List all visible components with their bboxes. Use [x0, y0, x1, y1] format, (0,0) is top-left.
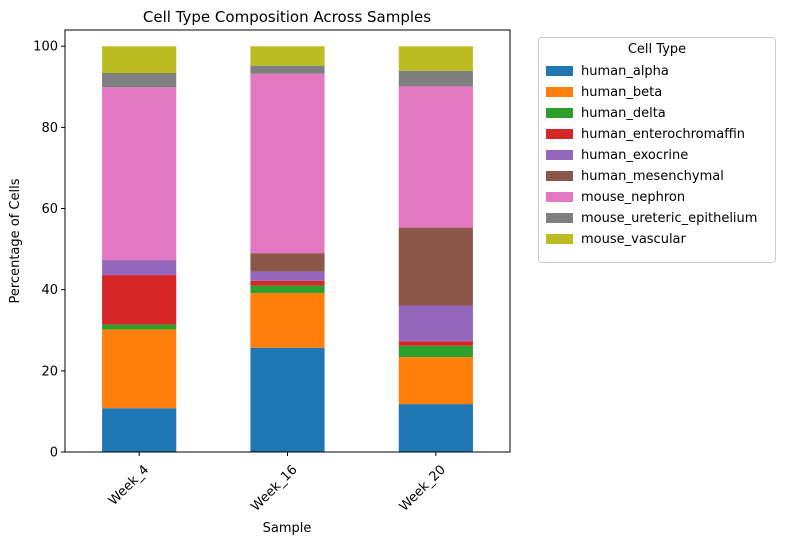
- bar-segment-mouse-nephron-week-20: [398, 86, 473, 228]
- bar-segment-human-alpha-week-16: [250, 347, 325, 452]
- legend-item-human-exocrine: human_exocrine: [546, 145, 688, 165]
- legend-item-human-beta: human_beta: [546, 82, 662, 102]
- legend-label: human_mesenchymal: [581, 168, 724, 184]
- x-tick-label: Week_4: [106, 462, 152, 508]
- legend-label: mouse_vascular: [581, 231, 686, 247]
- bar-segment-human-exocrine-week-16: [250, 271, 325, 281]
- y-tick-label: 100: [33, 40, 58, 55]
- legend-swatch: [546, 192, 573, 202]
- legend-swatch: [546, 66, 573, 76]
- bar-segment-mouse-nephron-week-16: [250, 73, 325, 254]
- bars-group: [102, 46, 473, 452]
- legend-title: Cell Type: [627, 42, 687, 57]
- legend-label: human_alpha: [581, 63, 669, 79]
- legend-item-human-enterochromaffin: human_enterochromaffin: [546, 124, 745, 144]
- bar-segment-human-enterochromaffin-week-16: [250, 280, 325, 286]
- bar-segment-human-exocrine-week-4: [102, 260, 177, 276]
- bar-segment-mouse-vascular-week-16: [250, 46, 325, 66]
- x-tick-label: Week_20: [397, 462, 449, 514]
- bar-segment-mouse-ureteric-epithelium-week-16: [250, 65, 325, 74]
- bar-segment-human-beta-week-20: [398, 357, 473, 405]
- legend: Cell Type human_alpha human_beta human_del…: [538, 37, 776, 263]
- legend-label: human_exocrine: [581, 147, 689, 163]
- chart-title: Cell Type Composition Across Samples: [143, 8, 431, 26]
- bar-segment-human-beta-week-16: [250, 292, 325, 348]
- y-tick-label: 0: [50, 446, 58, 461]
- bar-segment-human-delta-week-20: [398, 345, 473, 358]
- bar-segment-human-enterochromaffin-week-20: [398, 341, 473, 346]
- x-tick-label: Week_16: [248, 462, 300, 514]
- y-tick-label: 20: [41, 364, 58, 379]
- y-axis-label: Percentage of Cells: [8, 178, 23, 303]
- legend-label: human_enterochromaffin: [581, 126, 746, 142]
- legend-swatch: [546, 213, 573, 223]
- legend-swatch: [546, 234, 573, 244]
- legend-item-human-mesenchymal: human_mesenchymal: [546, 166, 724, 186]
- bar-segment-mouse-vascular-week-4: [102, 46, 177, 74]
- bar-segment-mouse-ureteric-epithelium-week-20: [398, 70, 473, 87]
- bar-segment-mouse-vascular-week-20: [398, 46, 473, 71]
- legend-swatch: [546, 150, 573, 160]
- legend-item-human-alpha: human_alpha: [546, 61, 669, 81]
- bar-segment-human-exocrine-week-20: [398, 305, 473, 342]
- bar-segment-mouse-nephron-week-4: [102, 87, 177, 261]
- legend-item-mouse-nephron: mouse_nephron: [546, 187, 685, 207]
- legend-item-mouse-ureteric-epithelium: mouse_ureteric_epithelium: [546, 208, 757, 228]
- bar-segment-mouse-ureteric-epithelium-week-4: [102, 73, 177, 88]
- bar-segment-human-delta-week-4: [102, 324, 177, 330]
- legend-label: human_beta: [581, 84, 663, 100]
- bar-segment-human-mesenchymal-week-20: [398, 227, 473, 306]
- x-axis: Week_4 Week_16 Week_20: [106, 452, 449, 515]
- bar-segment-human-mesenchymal-week-16: [250, 253, 325, 272]
- legend-label: mouse_nephron: [581, 189, 686, 205]
- bar-segment-human-alpha-week-20: [398, 404, 473, 452]
- bar-segment-human-delta-week-16: [250, 285, 325, 293]
- y-tick-label: 80: [41, 121, 58, 136]
- y-axis: 0 20 40 60 80 100: [33, 40, 65, 461]
- legend-item-human-delta: human_delta: [546, 103, 666, 123]
- y-tick-label: 60: [41, 202, 58, 217]
- bar-segment-human-beta-week-4: [102, 329, 177, 409]
- legend-label: mouse_ureteric_epithelium: [581, 210, 758, 226]
- legend-item-mouse-vascular: mouse_vascular: [546, 229, 686, 249]
- x-axis-label: Sample: [263, 521, 312, 536]
- legend-label: human_delta: [581, 105, 666, 121]
- legend-swatch: [546, 87, 573, 97]
- bar-segment-human-alpha-week-4: [102, 408, 177, 452]
- legend-swatch: [546, 129, 573, 139]
- bar-segment-human-enterochromaffin-week-4: [102, 275, 177, 325]
- legend-swatch: [546, 108, 573, 118]
- legend-swatch: [546, 171, 573, 181]
- y-tick-label: 40: [41, 283, 58, 298]
